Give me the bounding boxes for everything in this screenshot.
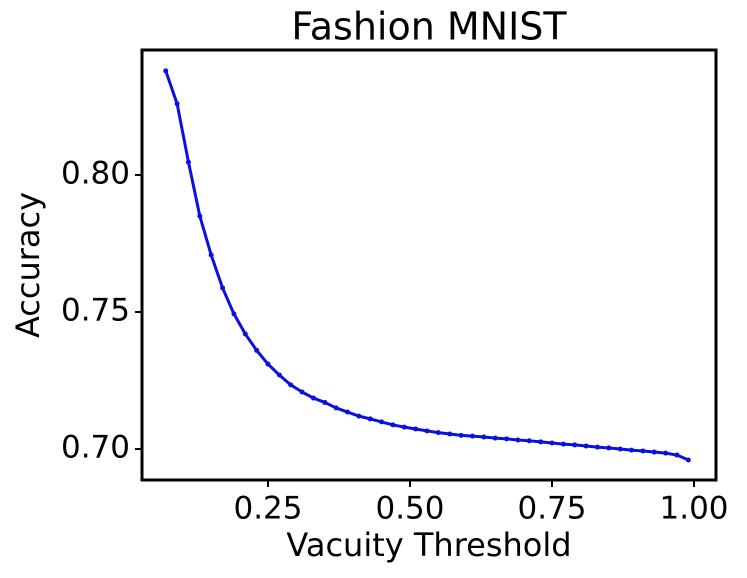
y-tick-label: 0.70 xyxy=(61,430,130,466)
data-point xyxy=(458,432,464,438)
data-point xyxy=(231,311,237,317)
data-point xyxy=(640,448,646,454)
data-point xyxy=(185,159,191,165)
data-point xyxy=(492,435,498,441)
y-axis-label: Accuracy xyxy=(9,192,47,338)
data-point xyxy=(629,447,635,453)
x-axis-label: Vacuity Threshold xyxy=(286,526,571,564)
data-point xyxy=(242,331,248,337)
chart-title: Fashion MNIST xyxy=(291,5,567,49)
data-point xyxy=(356,413,362,419)
data-point xyxy=(310,395,316,401)
data-point xyxy=(197,213,203,219)
data-point xyxy=(617,446,623,452)
data-point xyxy=(504,436,510,442)
data-point xyxy=(674,452,680,458)
data-point xyxy=(208,252,214,258)
y-tick-label: 0.80 xyxy=(61,155,130,191)
data-point xyxy=(379,419,385,425)
x-tick-label: 0.75 xyxy=(517,491,586,527)
data-point xyxy=(345,409,351,415)
data-point xyxy=(538,439,544,445)
data-point xyxy=(390,422,396,428)
data-point xyxy=(651,449,657,455)
data-point xyxy=(163,68,169,74)
data-point xyxy=(572,442,578,448)
data-point xyxy=(435,430,441,436)
data-point xyxy=(276,372,282,378)
series-line xyxy=(164,70,689,462)
data-point xyxy=(594,444,600,450)
data-point xyxy=(288,382,294,388)
data-point xyxy=(481,434,487,440)
x-tick-label: 0.50 xyxy=(375,491,444,527)
plot-frame xyxy=(140,48,718,482)
data-point xyxy=(265,361,271,367)
data-point xyxy=(515,437,521,443)
data-point xyxy=(401,424,407,430)
data-point xyxy=(583,443,589,449)
x-tick-label: 1.00 xyxy=(660,491,729,527)
data-point xyxy=(254,347,260,353)
data-point xyxy=(220,285,226,291)
data-point xyxy=(549,440,555,446)
data-point xyxy=(413,426,419,432)
data-point xyxy=(333,405,339,411)
data-point xyxy=(174,101,180,107)
data-point xyxy=(424,428,430,434)
data-point xyxy=(663,450,669,456)
data-point xyxy=(322,399,328,405)
y-tick-label: 0.75 xyxy=(61,293,130,329)
data-point xyxy=(447,431,453,437)
x-tick-label: 0.25 xyxy=(233,491,302,527)
data-point xyxy=(526,438,532,444)
data-point xyxy=(367,416,373,422)
data-point xyxy=(685,457,691,463)
data-point xyxy=(469,433,475,439)
data-point xyxy=(606,445,612,451)
data-point xyxy=(560,441,566,447)
data-point xyxy=(299,389,305,395)
